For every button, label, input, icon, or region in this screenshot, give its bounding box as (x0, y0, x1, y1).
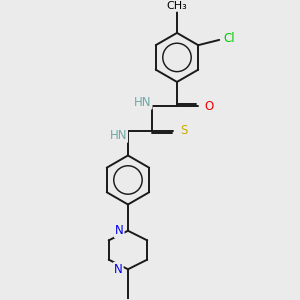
Text: HN: HN (134, 96, 152, 109)
Text: N: N (114, 263, 123, 276)
Text: S: S (180, 124, 188, 137)
Text: O: O (204, 100, 213, 113)
Text: Cl: Cl (223, 32, 235, 45)
Text: CH₃: CH₃ (167, 1, 188, 11)
Text: N: N (115, 224, 124, 237)
Text: HN: HN (110, 129, 127, 142)
